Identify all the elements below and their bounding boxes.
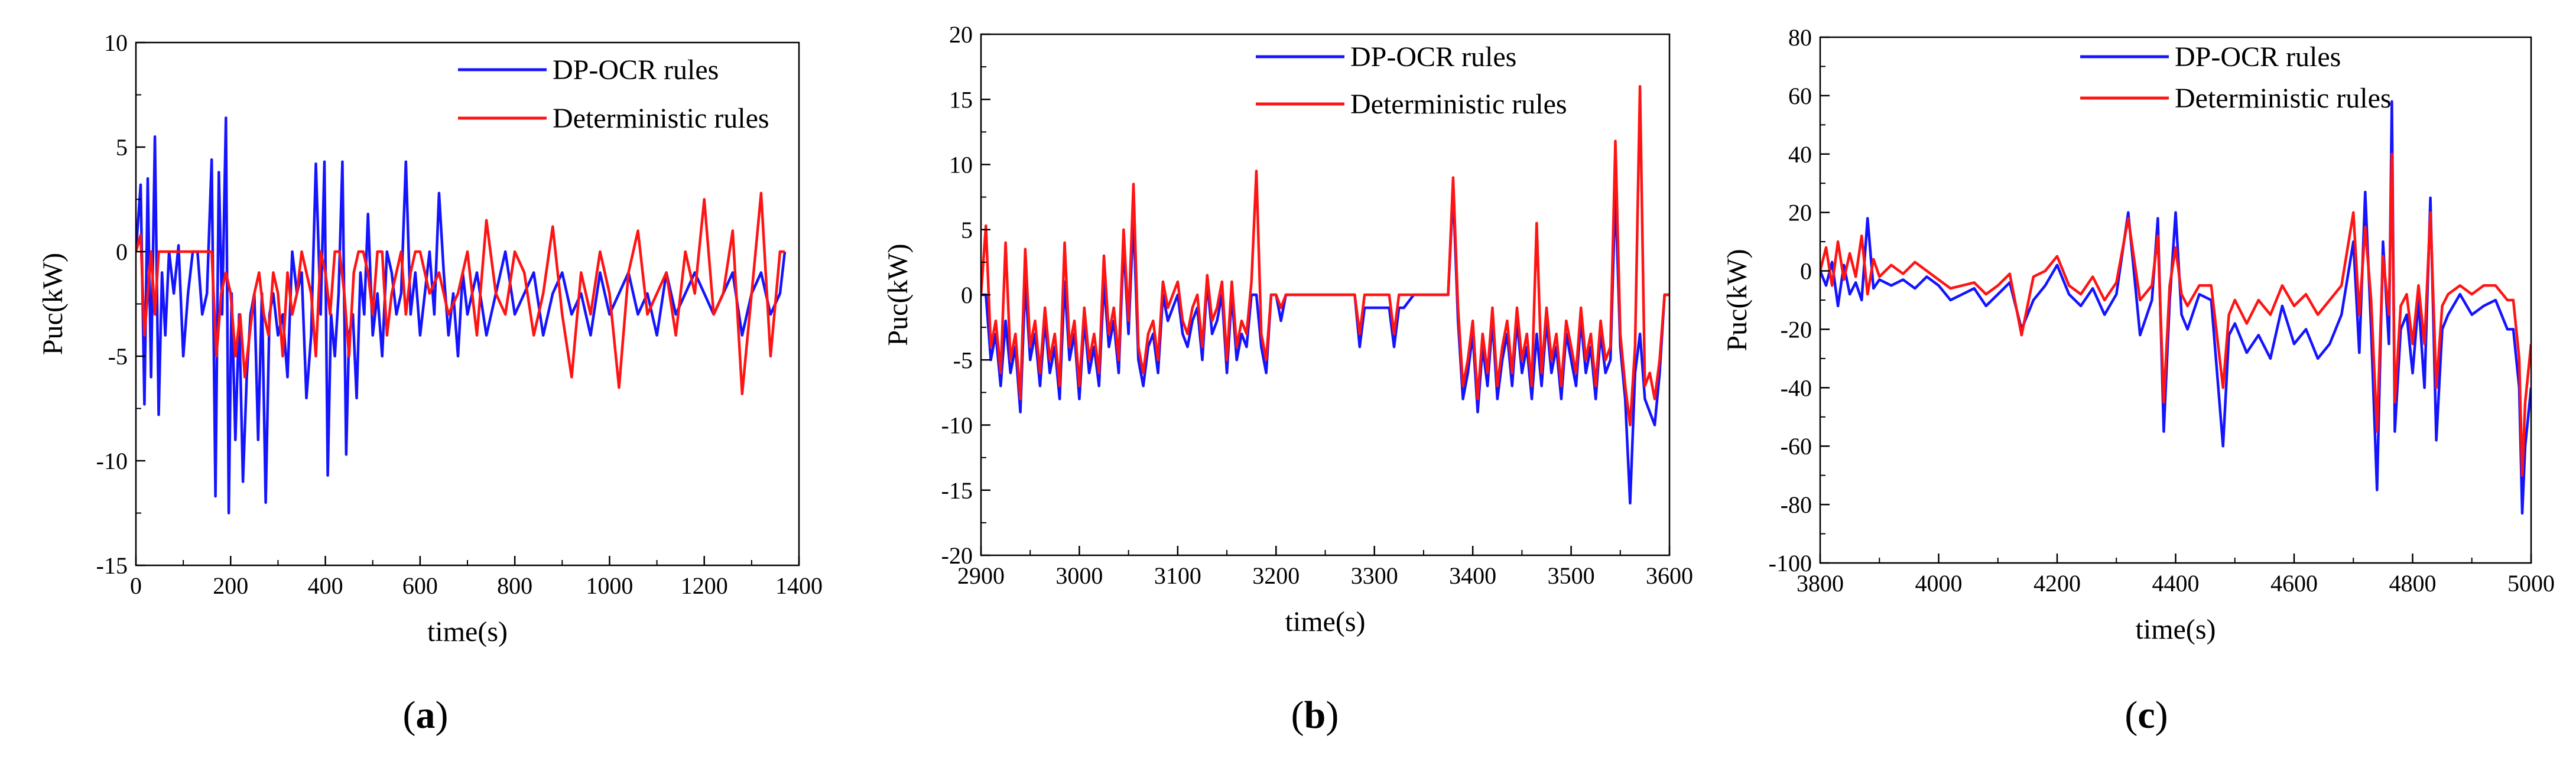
chart-a: 0 200 400 600 800 1000 1200 1400 -15 -10 -5 0 5 10 tim… <box>37 30 823 737</box>
y-axis-label: Puc(kW) <box>882 243 914 346</box>
x-tick-label: 5000 <box>2507 570 2555 597</box>
x-tick-label: 4600 <box>2270 570 2318 597</box>
y-tick-label: 20 <box>949 21 973 48</box>
panel-label: (b) <box>1291 694 1339 737</box>
x-tick-label: 4800 <box>2389 570 2437 597</box>
panel-label: (a) <box>403 694 449 737</box>
series-line-dp-ocr-rules <box>981 189 1669 505</box>
x-tick-label: 1000 <box>586 572 633 599</box>
legend-label: DP-OCR rules <box>2175 41 2341 73</box>
x-tick-label: 1200 <box>681 572 728 599</box>
legend-label: Deterministic rules <box>2175 83 2392 114</box>
series-line-deterministic-rules <box>136 191 785 395</box>
x-tick-label: 3100 <box>1154 562 1201 589</box>
y-tick-label: 10 <box>949 152 973 178</box>
y-tick-label: -10 <box>96 448 128 474</box>
y-axis-label: Puc(kW) <box>37 253 69 355</box>
x-tick-label: 600 <box>402 572 438 599</box>
y-tick-label: -5 <box>108 343 128 370</box>
chart-c: 3800 4000 4200 4400 4600 4800 5000 -100 -80 -60 -4… <box>1721 24 2555 737</box>
y-tick-label: 15 <box>949 86 973 113</box>
chart-b: 2900 3000 3100 3200 3300 3400 3500 3600 -20 -15 -1… <box>882 21 1693 737</box>
y-tick-label: -20 <box>1781 316 1812 343</box>
x-tick-label: 4400 <box>2152 570 2200 597</box>
y-tick-label: -5 <box>953 347 973 373</box>
x-tick-label: 0 <box>130 572 142 599</box>
x-tick-label: 4200 <box>2033 570 2081 597</box>
x-axis-label: time(s) <box>2136 614 2216 645</box>
x-tick-label: 3000 <box>1055 562 1103 589</box>
legend-item: Deterministic rules <box>458 103 769 134</box>
y-tick-label: -80 <box>1781 491 1812 518</box>
y-axis-label: Puc(kW) <box>1721 249 1753 351</box>
series-line-deterministic-rules <box>1820 152 2531 477</box>
series-line-dp-ocr-rules <box>1820 100 2531 515</box>
series-line-dp-ocr-rules <box>136 116 787 515</box>
x-tick-label: 3800 <box>1797 570 1844 597</box>
x-tick-label: 3400 <box>1449 562 1496 589</box>
x-tick-label: 3600 <box>1646 562 1693 589</box>
series-line-deterministic-rules <box>981 84 1669 427</box>
legend-item: Deterministic rules <box>2080 83 2392 114</box>
x-tick-label: 1400 <box>775 572 823 599</box>
x-tick-label: 200 <box>213 572 248 599</box>
legend-label: Deterministic rules <box>553 103 769 134</box>
y-tick-label: -100 <box>1769 550 1812 577</box>
y-tick-label: 0 <box>1800 258 1812 285</box>
y-tick-label: 60 <box>1788 83 1812 109</box>
x-tick-label: 800 <box>497 572 532 599</box>
y-tick-label: -60 <box>1781 433 1812 460</box>
y-tick-label: -10 <box>941 412 973 439</box>
y-tick-label: -20 <box>941 542 973 569</box>
y-tick-label: 5 <box>961 217 973 243</box>
x-tick-label: 3300 <box>1351 562 1398 589</box>
x-axis-label: time(s) <box>1285 606 1366 637</box>
x-axis-label: time(s) <box>427 616 508 647</box>
x-tick-label: 3200 <box>1252 562 1300 589</box>
x-tick-label: 2900 <box>957 562 1005 589</box>
x-tick-label: 400 <box>308 572 343 599</box>
plot-frame <box>1819 36 2532 564</box>
y-tick-label: -40 <box>1781 375 1812 401</box>
y-tick-label: -15 <box>941 477 973 504</box>
legend-item: Deterministic rules <box>1256 89 1567 120</box>
legend-label: DP-OCR rules <box>553 54 719 86</box>
y-tick-label: 40 <box>1788 141 1812 168</box>
x-tick-label: 3500 <box>1548 562 1595 589</box>
legend-item: DP-OCR rules <box>1256 41 1516 73</box>
panel-label: (c) <box>2125 694 2168 737</box>
y-tick-label: -15 <box>96 552 128 579</box>
y-tick-label: 5 <box>116 134 128 161</box>
y-tick-label: 0 <box>961 282 973 308</box>
legend-item: DP-OCR rules <box>458 54 719 86</box>
y-tick-label: 20 <box>1788 200 1812 226</box>
legend-item: DP-OCR rules <box>2080 41 2341 73</box>
y-tick-label: 10 <box>104 30 128 56</box>
legend-label: Deterministic rules <box>1350 89 1567 120</box>
x-tick-label: 4000 <box>1915 570 1963 597</box>
y-tick-label: 80 <box>1788 24 1812 51</box>
y-tick-label: 0 <box>116 239 128 265</box>
legend-label: DP-OCR rules <box>1350 41 1516 73</box>
